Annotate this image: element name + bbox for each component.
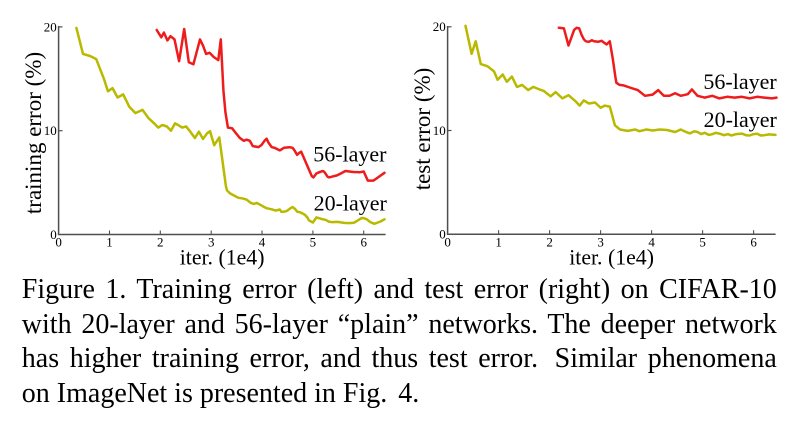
svg-text:6: 6 (360, 235, 367, 250)
svg-text:0: 0 (444, 235, 451, 250)
svg-text:4: 4 (259, 235, 266, 250)
svg-text:20-layer: 20-layer (704, 107, 778, 132)
svg-text:2: 2 (546, 235, 553, 250)
svg-text:1: 1 (495, 235, 502, 250)
svg-text:test error (%): test error (%) (410, 68, 435, 191)
svg-text:0: 0 (50, 227, 57, 242)
svg-text:5: 5 (699, 235, 706, 250)
svg-text:56-layer: 56-layer (313, 141, 387, 166)
svg-text:iter. (1e4): iter. (1e4) (569, 246, 654, 270)
svg-text:20: 20 (44, 19, 57, 34)
svg-text:10: 10 (44, 123, 57, 138)
svg-text:training error (%): training error (%) (21, 52, 46, 214)
svg-text:3: 3 (208, 235, 215, 250)
svg-text:0: 0 (55, 235, 62, 250)
svg-text:0: 0 (439, 227, 446, 242)
svg-text:56-layer: 56-layer (703, 69, 777, 94)
svg-text:1: 1 (106, 235, 113, 250)
svg-text:20: 20 (433, 19, 446, 34)
svg-text:5: 5 (310, 235, 317, 250)
svg-text:iter. (1e4): iter. (1e4) (180, 246, 265, 270)
svg-text:10: 10 (433, 123, 446, 138)
svg-text:3: 3 (597, 235, 604, 250)
svg-text:2: 2 (157, 235, 164, 250)
svg-text:6: 6 (750, 235, 757, 250)
svg-text:20-layer: 20-layer (314, 190, 388, 215)
svg-text:4: 4 (648, 235, 655, 250)
